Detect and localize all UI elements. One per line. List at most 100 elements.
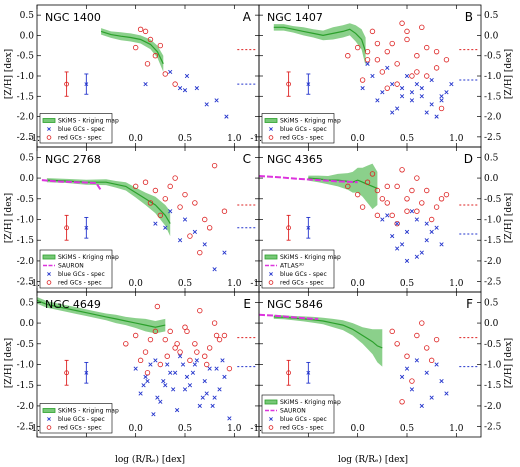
y-tick-label: -1.0 <box>17 216 35 226</box>
skims-uncertainty-band <box>308 163 378 210</box>
blue-gc-point <box>184 73 190 79</box>
errorbar-blue-marker <box>84 225 89 230</box>
blue-gc-point <box>168 209 173 214</box>
blue-gc-point <box>163 383 168 388</box>
x-tick-label: 1.0 <box>449 424 464 434</box>
blue-gc-point <box>202 242 207 247</box>
x-tick-label: 1.0 <box>449 279 464 289</box>
blue-gc-point <box>395 221 400 226</box>
y-tick-label: -1.5 <box>17 381 35 391</box>
red-gc-point <box>374 187 381 194</box>
red-gc-point <box>152 328 159 335</box>
blue-gc-point <box>424 238 429 243</box>
red-gc-point <box>172 345 178 351</box>
red-gc-point <box>184 328 190 335</box>
blue-gc-point <box>173 370 178 375</box>
red-gc-point <box>192 200 198 206</box>
legend-swatch-blue-gc <box>47 272 51 276</box>
red-gc-point <box>174 341 180 347</box>
red-gc-point <box>152 53 159 59</box>
red-gc-point <box>374 57 381 63</box>
blue-gc-point <box>404 229 410 235</box>
x-tick-label: -1.0 <box>28 424 46 434</box>
x-axis-label-right: log (R/Rₑ) [dex] <box>338 454 408 465</box>
panel-letter: F <box>466 297 473 311</box>
y-tick-label: -1.5 <box>484 381 502 391</box>
red-gc-point <box>206 225 213 231</box>
red-gc-point <box>438 196 445 202</box>
legend-label: SKiMS - Kriging map <box>280 118 341 125</box>
blue-gc-point <box>174 407 180 413</box>
red-gc-point <box>187 233 193 239</box>
panel-letter: D <box>464 152 473 166</box>
blue-gc-point <box>444 391 449 396</box>
errorbar-blue-marker <box>306 82 311 87</box>
blue-gc-point <box>439 378 444 384</box>
red-gc-point <box>147 200 154 206</box>
blue-gc-point <box>158 399 163 404</box>
red-gc-point <box>359 77 366 83</box>
red-gc-point <box>364 48 371 55</box>
blue-gc-point <box>424 221 429 226</box>
legend-swatch-blue-gc <box>47 417 51 421</box>
x-axis-label-left: log (R/Rₑ) [dex] <box>115 454 185 465</box>
red-gc-point <box>167 183 173 190</box>
legend-swatch-red-gc <box>268 425 274 430</box>
blue-gc-point <box>192 362 197 367</box>
y-axis-label-right-bot: [Z/H] [dex] <box>504 338 514 388</box>
y-tick-label: -1.0 <box>17 72 35 82</box>
red-gc-point <box>172 81 178 87</box>
red-gc-point <box>182 191 188 198</box>
legend-label: SKiMS - Kriging map <box>58 118 119 125</box>
red-gc-point <box>433 65 440 71</box>
x-tick-label: 0.0 <box>129 424 144 434</box>
blue-gc-point <box>404 366 410 371</box>
y-tick-label: -1.0 <box>484 361 502 371</box>
y-tick-label: -0.5 <box>17 52 35 62</box>
red-gc-point <box>433 48 440 55</box>
y-tick-label: -2.0 <box>17 257 35 267</box>
blue-gc-point <box>429 229 434 235</box>
blue-gc-point <box>414 358 419 363</box>
plot-area <box>64 26 257 119</box>
legend-label: red GCs - spec <box>280 425 324 432</box>
y-tick-label: -2.0 <box>484 257 502 267</box>
y-tick-label: 0.5 <box>20 153 35 163</box>
red-gc-point <box>433 336 440 343</box>
blue-gc-point <box>390 81 395 87</box>
blue-gc-point <box>187 383 193 388</box>
blue-gc-point <box>143 374 148 380</box>
blue-gc-point <box>148 362 153 367</box>
skims-uncertainty-band <box>273 23 366 66</box>
red-gc-point <box>379 69 386 75</box>
red-gc-point <box>162 196 168 202</box>
plot-area <box>37 297 257 421</box>
blue-gc-point <box>222 250 227 255</box>
galaxy-name: NGC 2768 <box>45 153 101 166</box>
blue-gc-point <box>177 238 183 243</box>
red-gc-point <box>394 81 400 87</box>
legend-swatch-red-gc <box>268 280 274 285</box>
blue-gc-point <box>399 94 405 99</box>
sauron-profile-line <box>41 179 102 192</box>
red-gc-point <box>389 40 395 47</box>
legend-swatch-skims <box>264 399 278 405</box>
red-gc-point <box>182 324 188 330</box>
legend-label: blue GCs - spec <box>58 126 105 133</box>
blue-gc-point <box>439 242 444 247</box>
legend-label: blue GCs - spec <box>280 416 327 423</box>
red-gc-point <box>394 61 400 67</box>
red-gc-point <box>409 187 415 194</box>
red-gc-point <box>384 48 390 55</box>
blue-gc-point <box>192 229 197 235</box>
x-tick-label: 0.0 <box>351 424 366 434</box>
y-tick-label: -2.0 <box>17 402 35 412</box>
legend-label: SKiMS - Kriging map <box>58 408 119 415</box>
red-gc-point <box>428 216 435 223</box>
red-gc-point <box>399 167 405 173</box>
red-gc-point <box>162 71 168 77</box>
y-tick-label: -1.5 <box>17 92 35 102</box>
blue-gc-point <box>375 98 380 103</box>
blue-gc-point <box>224 114 229 119</box>
panel-e: 0.50.0-0.5-1.0-1.5-2.0-2.5-1.0-0.50.00.5… <box>17 291 260 438</box>
